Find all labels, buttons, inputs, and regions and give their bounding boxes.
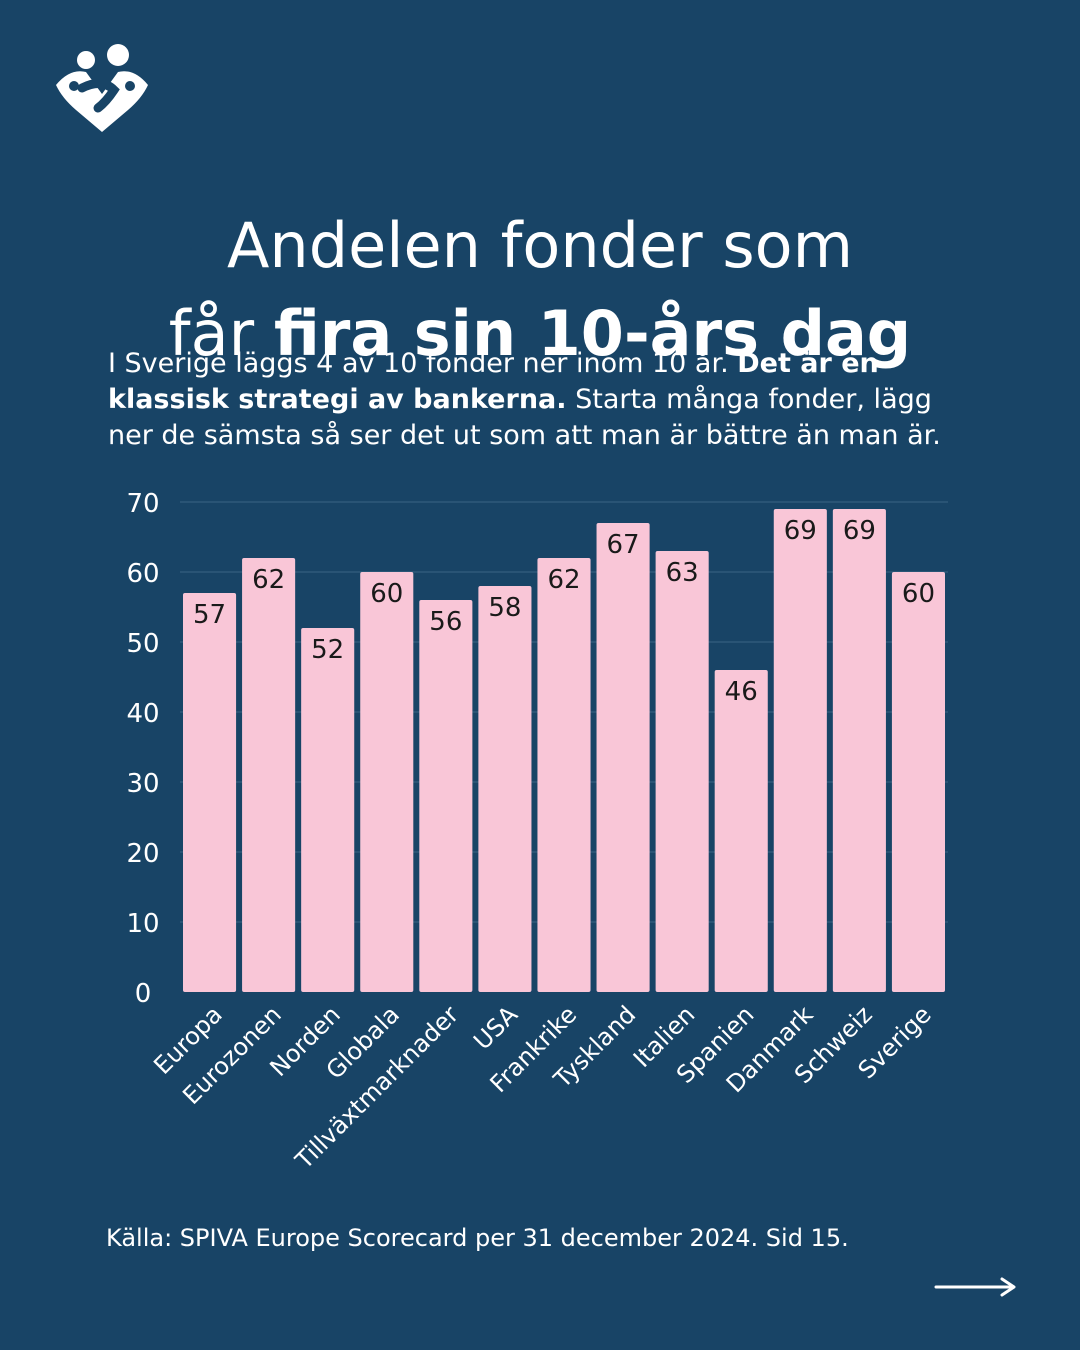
title-line-1: Andelen fonder som [227,208,853,282]
bar-value-label: 57 [193,600,226,630]
hearts-people-logo-icon [56,44,148,132]
bar [301,628,355,992]
arrow-right-icon[interactable] [932,1274,1022,1300]
bar [419,600,473,992]
bar-value-label: 62 [252,565,285,595]
intro-bold: Det är en klassisk strategi av bankerna. [108,348,879,415]
bar [242,558,296,992]
bar-value-label: 67 [607,530,640,560]
bar-chart: 01020304050607057Europa62Eurozonen52Nord… [126,489,948,1175]
page-title: Andelen fonder som får fira sin 10-års d… [0,202,1080,378]
bar [537,558,591,992]
y-tick-label: 0 [135,979,152,1009]
bar-value-label: 62 [547,565,580,595]
y-tick-label: 10 [126,909,159,939]
bar [832,509,886,992]
bar-value-label: 46 [725,677,758,707]
bar-value-label: 69 [843,516,876,546]
y-tick-label: 40 [126,699,159,729]
title-line-2-bold: fira sin 10-års dag [273,296,912,370]
y-tick-label: 20 [126,839,159,869]
bar [360,572,414,992]
intro-part-1: I Sverige läggs 4 av 10 fonder ner inom … [108,348,738,379]
bar [183,593,237,992]
bar-value-label: 60 [902,579,935,609]
intro-part-2: Starta många fonder, lägg ner de sämsta … [108,384,941,451]
title-line-2-prefix: får [168,296,274,370]
bar [596,523,650,992]
title-line-2: får fira sin 10-års dag [0,290,1080,378]
bar-value-label: 60 [370,579,403,609]
bar [773,509,827,992]
y-tick-label: 60 [126,559,159,589]
bar [714,670,768,992]
intro-text: I Sverige läggs 4 av 10 fonder ner inom … [108,346,968,454]
y-tick-label: 30 [126,769,159,799]
bar-value-label: 69 [784,516,817,546]
bar [655,551,709,992]
y-tick-label: 50 [126,629,159,659]
source-note: Källa: SPIVA Europe Scorecard per 31 dec… [106,1224,849,1252]
bar-value-label: 52 [311,635,344,665]
y-tick-label: 70 [126,489,159,519]
bar-value-label: 58 [488,593,521,623]
bar [478,586,532,992]
bar-value-label: 63 [666,558,699,588]
bar [891,572,945,992]
bar-value-label: 56 [429,607,462,637]
